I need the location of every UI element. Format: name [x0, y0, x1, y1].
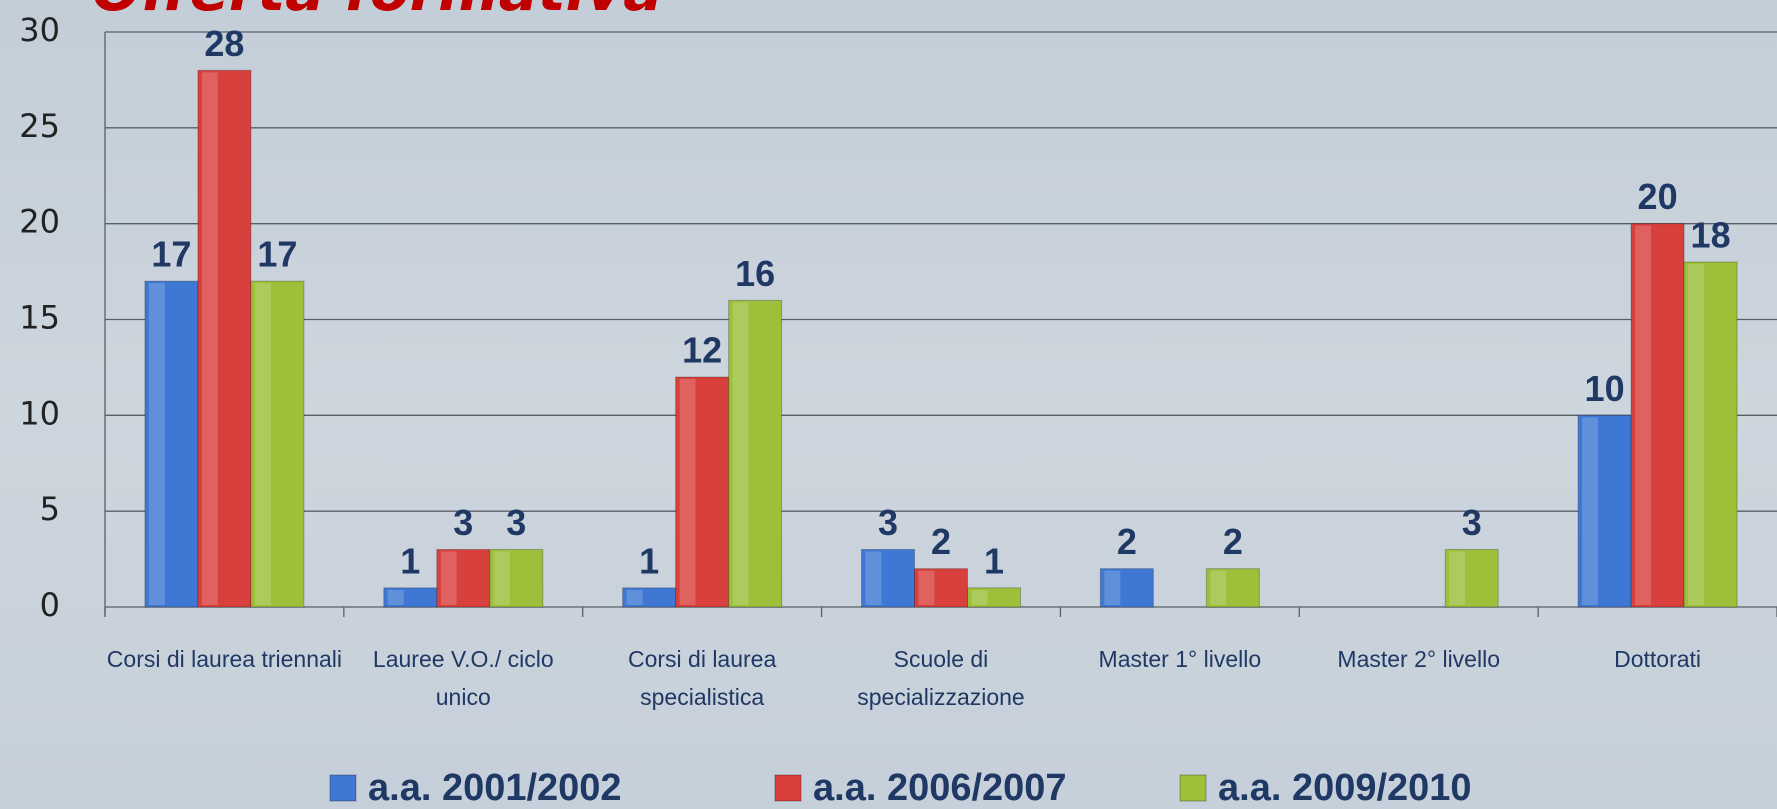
bar-shine [1449, 551, 1466, 605]
value-label: 3 [506, 502, 526, 543]
value-label: 2 [1117, 521, 1137, 562]
legend-swatch [329, 774, 357, 802]
y-tick-label: 5 [40, 490, 60, 528]
bar-shine [1210, 570, 1227, 605]
x-tick-label: Scuole di specializzazione [857, 646, 1025, 710]
value-label: 10 [1585, 368, 1625, 409]
bar [489, 549, 544, 608]
value-label: 28 [204, 23, 244, 64]
value-label: 16 [735, 253, 775, 294]
bar [1683, 261, 1738, 608]
value-label: 20 [1638, 176, 1678, 217]
bar [1630, 223, 1685, 608]
legend-label: a.a. 2001/2002 [368, 767, 622, 809]
bar [197, 69, 252, 608]
x-tick-label: Dottorati [1614, 646, 1702, 672]
x-tick-label: Lauree V.O./ ciclo unico [372, 646, 554, 710]
bar-shine [1688, 264, 1704, 605]
value-label: 2 [931, 521, 951, 562]
value-label: 1 [984, 540, 1004, 581]
bar-shine [626, 589, 643, 605]
x-tick-label: Master 2° livello [1337, 646, 1500, 672]
chart-title: Offerta formativa [92, 0, 662, 24]
bar-shine [1104, 570, 1121, 605]
bar-shine [679, 379, 696, 605]
value-label: 17 [151, 234, 191, 275]
value-label: 12 [682, 330, 722, 371]
bar-shine [493, 551, 510, 605]
value-label: 3 [453, 502, 473, 543]
bar-shine [732, 302, 749, 605]
bar [250, 280, 305, 608]
bar-shine [254, 283, 271, 605]
bar [1205, 568, 1260, 608]
bar [914, 568, 968, 608]
value-label: 17 [257, 234, 297, 275]
bar-shine [918, 570, 935, 605]
y-tick-label: 15 [19, 299, 60, 337]
bar [861, 549, 915, 608]
legend-swatch [774, 774, 802, 802]
bar-shine [865, 551, 882, 605]
value-label: 2 [1223, 521, 1243, 562]
y-tick-label: 20 [19, 203, 60, 241]
bar [728, 299, 783, 608]
bar-shine [201, 72, 218, 606]
y-tick-label: 25 [19, 107, 60, 145]
bar [1444, 549, 1499, 608]
bar [1577, 414, 1632, 608]
legend-swatch [1179, 774, 1207, 802]
x-tick-label: Master 1° livello [1098, 646, 1262, 672]
value-label: 1 [639, 540, 659, 581]
value-label: 3 [1462, 502, 1482, 543]
value-label: 1 [400, 540, 420, 581]
y-tick-label: 0 [40, 586, 60, 624]
legend-label: a.a. 2006/2007 [813, 767, 1067, 809]
bar [144, 280, 199, 608]
x-tick-label: Corsi di laurea triennali [106, 646, 343, 672]
bar [436, 549, 491, 608]
bar [967, 587, 1021, 608]
bar-shine [440, 551, 457, 605]
y-tick-label: 10 [19, 394, 60, 432]
value-label: 18 [1691, 215, 1731, 256]
bar-shine [1635, 225, 1651, 605]
legend-label: a.a. 2009/2010 [1218, 767, 1472, 809]
bar-shine [971, 589, 988, 605]
bar [1099, 568, 1154, 608]
bar-shine [387, 589, 404, 605]
y-tick-label: 30 [19, 11, 60, 49]
bar-shine [148, 283, 165, 605]
x-tick-label: Corsi di laurea specialistica [627, 646, 777, 710]
bar-shine [1582, 417, 1598, 605]
value-label: 3 [878, 502, 898, 543]
